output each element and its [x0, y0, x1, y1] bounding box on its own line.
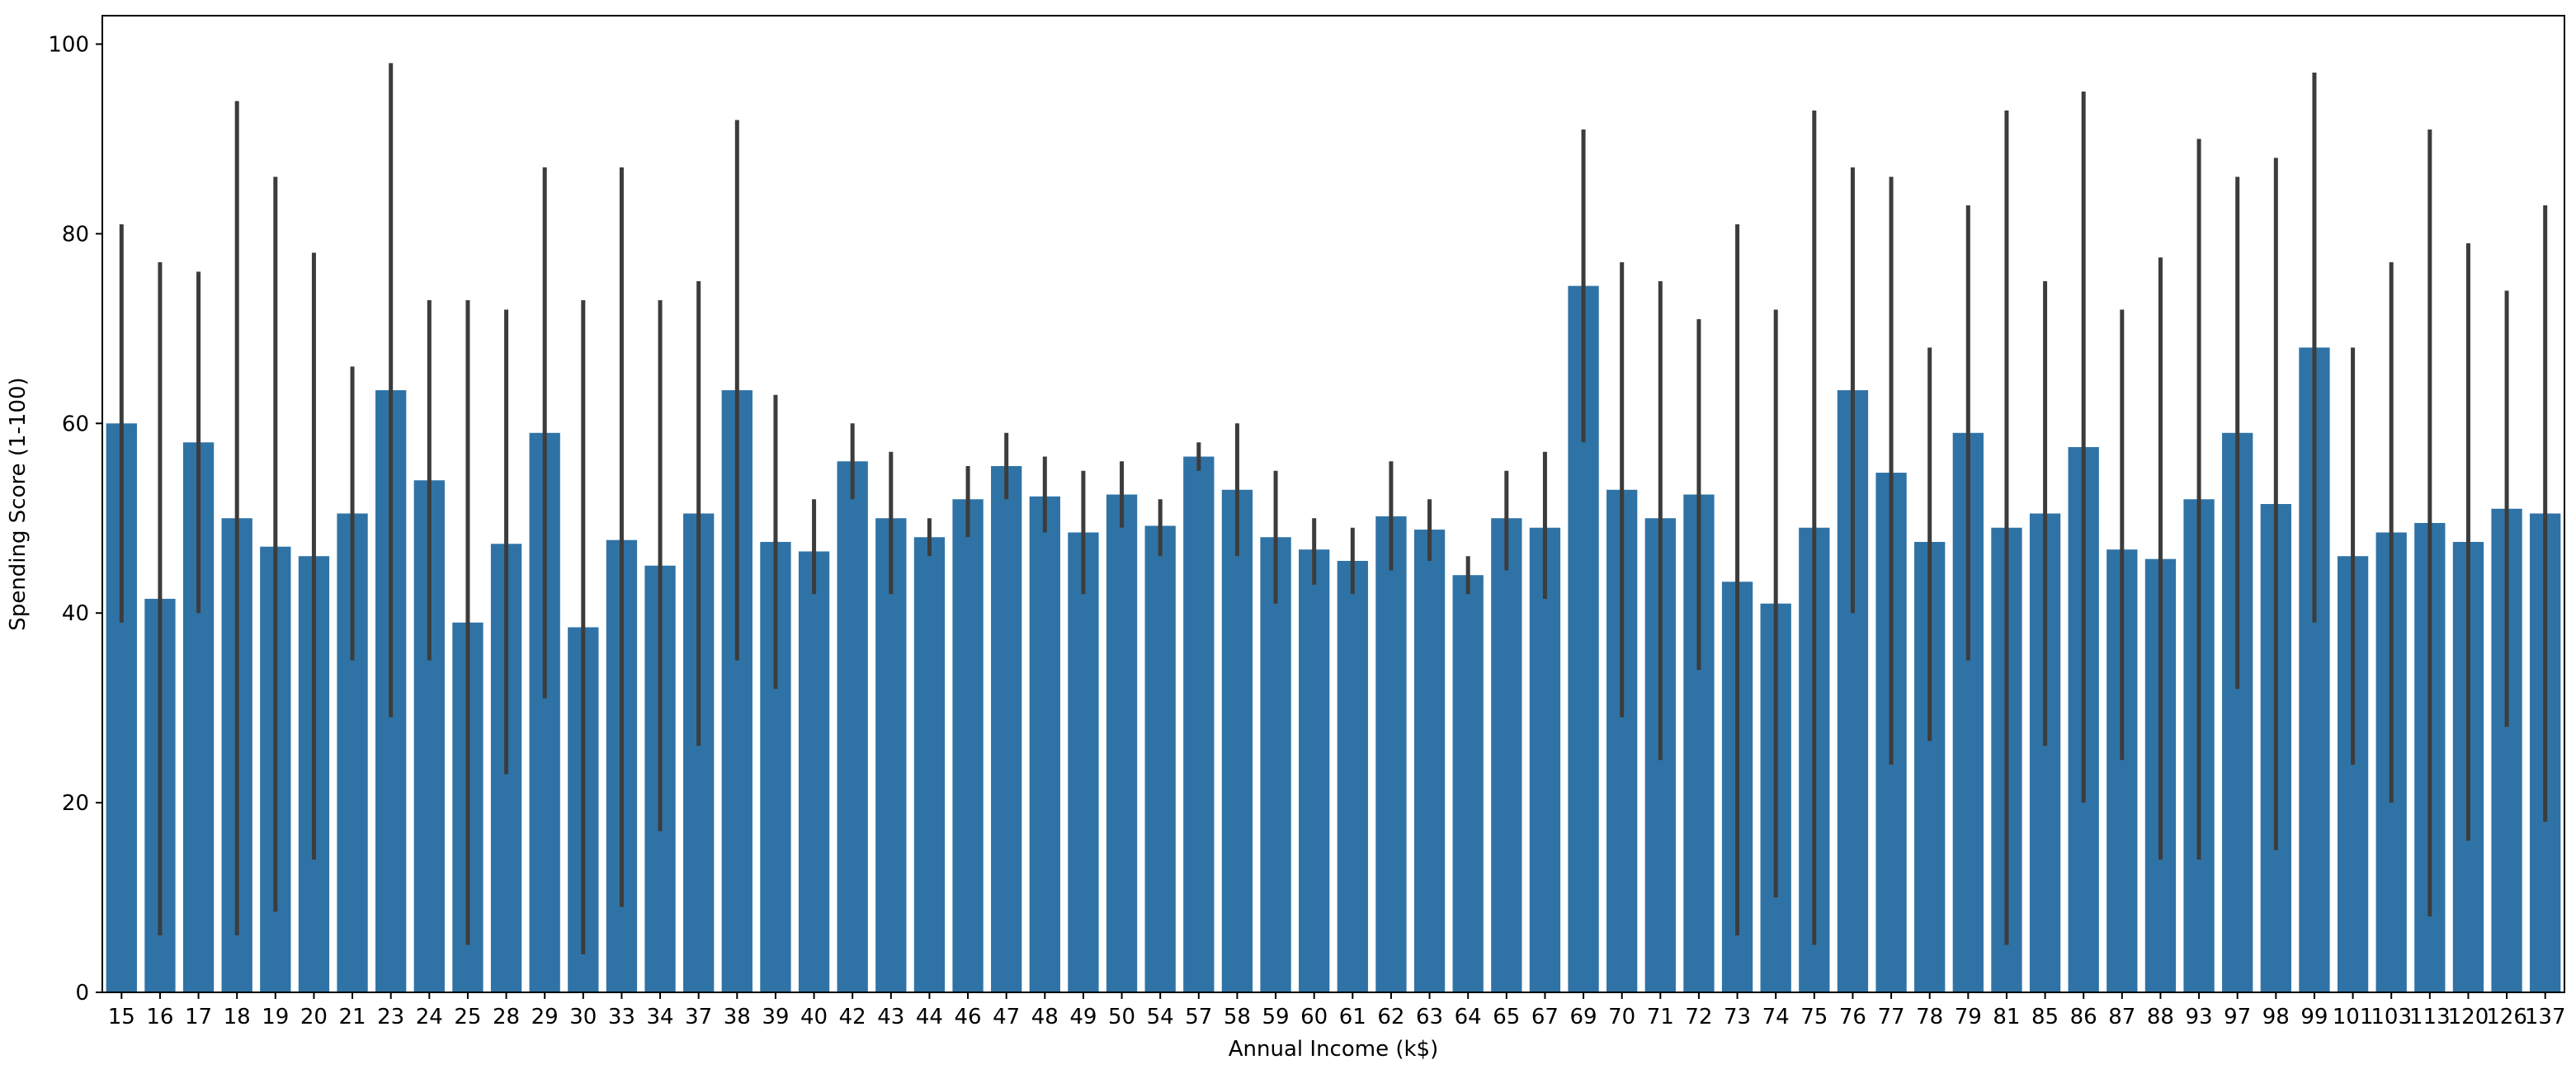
y-tick-label: 20 [62, 791, 89, 816]
y-tick-label: 0 [75, 981, 89, 1006]
x-tick-label: 88 [2147, 1005, 2174, 1029]
x-axis-ticks: 15 16 17 18 19 20 21 23 24 25 28 29 30 33 34 37 38 39 40 42… [108, 992, 2566, 1029]
x-tick-label: 93 [2186, 1005, 2213, 1029]
y-tick-label: 80 [62, 222, 89, 247]
x-tick-label: 44 [916, 1005, 943, 1029]
x-tick-label: 38 [724, 1005, 751, 1029]
x-tick-label: 101 [2333, 1005, 2374, 1029]
x-tick-label: 23 [377, 1005, 404, 1029]
x-tick-label: 72 [1685, 1005, 1712, 1029]
x-tick-label: 64 [1455, 1005, 1482, 1029]
x-tick-label: 50 [1108, 1005, 1135, 1029]
bar-50 [1106, 494, 1138, 992]
x-tick-label: 69 [1570, 1005, 1597, 1029]
bars-layer [106, 285, 2561, 993]
x-tick-label: 15 [108, 1005, 135, 1029]
x-tick-label: 24 [416, 1005, 443, 1029]
bar-44 [913, 537, 946, 992]
bar-46 [952, 499, 984, 992]
x-tick-label: 19 [262, 1005, 289, 1029]
x-tick-label: 103 [2371, 1005, 2412, 1029]
x-tick-label: 25 [454, 1005, 481, 1029]
x-tick-label: 47 [993, 1005, 1020, 1029]
x-tick-label: 16 [146, 1005, 173, 1029]
bar-54 [1144, 525, 1176, 992]
x-tick-label: 33 [608, 1005, 635, 1029]
bar-62 [1375, 516, 1407, 992]
x-tick-label: 63 [1416, 1005, 1443, 1029]
x-tick-label: 65 [1493, 1005, 1520, 1029]
bar-49 [1068, 532, 1099, 992]
y-tick-label: 40 [62, 601, 89, 626]
y-axis-ticks: 0 20 40 60 80 100 [48, 32, 102, 1006]
x-axis-label: Annual Income (k$) [1229, 1037, 1438, 1062]
x-tick-label: 54 [1147, 1005, 1174, 1029]
bar-63 [1413, 530, 1446, 992]
x-tick-label: 97 [2224, 1005, 2251, 1029]
bar-48 [1029, 496, 1060, 992]
x-tick-label: 18 [224, 1005, 251, 1029]
bar-58 [1221, 489, 1253, 992]
x-tick-label: 98 [2262, 1005, 2290, 1029]
bar-59 [1260, 537, 1291, 992]
x-tick-label: 28 [493, 1005, 520, 1029]
bar-40 [798, 551, 830, 992]
x-tick-label: 20 [300, 1005, 328, 1029]
x-tick-label: 113 [2409, 1005, 2451, 1029]
bar-67 [1529, 527, 1561, 992]
x-tick-label: 29 [531, 1005, 559, 1029]
x-tick-label: 57 [1185, 1005, 1212, 1029]
x-tick-label: 70 [1608, 1005, 1635, 1029]
x-tick-label: 48 [1031, 1005, 1059, 1029]
bar-65 [1491, 518, 1522, 992]
x-tick-label: 87 [2108, 1005, 2135, 1029]
x-tick-label: 30 [569, 1005, 597, 1029]
y-tick-label: 60 [62, 412, 89, 436]
x-tick-label: 75 [1800, 1005, 1828, 1029]
x-tick-label: 85 [2031, 1005, 2059, 1029]
x-tick-label: 43 [877, 1005, 904, 1029]
bar-61 [1337, 560, 1368, 992]
x-tick-label: 71 [1647, 1005, 1674, 1029]
x-tick-label: 61 [1339, 1005, 1366, 1029]
bar-60 [1299, 549, 1330, 992]
x-tick-label: 21 [339, 1005, 366, 1029]
bar-57 [1183, 456, 1215, 992]
x-tick-label: 81 [1993, 1005, 2020, 1029]
y-axis-label: Spending Score (1-100) [6, 377, 31, 630]
plot-frame [101, 15, 2565, 993]
x-tick-label: 58 [1224, 1005, 1251, 1029]
x-tick-label: 120 [2448, 1005, 2489, 1029]
x-tick-label: 49 [1069, 1005, 1097, 1029]
x-tick-label: 39 [762, 1005, 789, 1029]
x-tick-label: 78 [1916, 1005, 1943, 1029]
bar-42 [837, 461, 868, 992]
x-tick-label: 37 [685, 1005, 712, 1029]
bar-43 [875, 518, 907, 992]
x-tick-label: 73 [1724, 1005, 1751, 1029]
x-tick-label: 46 [955, 1005, 982, 1029]
x-tick-label: 42 [839, 1005, 866, 1029]
x-tick-label: 79 [1955, 1005, 1982, 1029]
x-tick-label: 137 [2525, 1005, 2566, 1029]
error-bars-layer [119, 63, 2548, 955]
bar-47 [991, 466, 1022, 992]
x-tick-label: 99 [2300, 1005, 2328, 1029]
x-tick-label: 17 [185, 1005, 212, 1029]
x-tick-label: 86 [2070, 1005, 2097, 1029]
x-tick-label: 76 [1839, 1005, 1866, 1029]
x-tick-label: 67 [1531, 1005, 1559, 1029]
x-tick-label: 77 [1878, 1005, 1905, 1029]
x-tick-label: 126 [2486, 1005, 2527, 1029]
x-tick-label: 60 [1300, 1005, 1328, 1029]
x-tick-label: 74 [1762, 1005, 1790, 1029]
x-tick-label: 59 [1262, 1005, 1290, 1029]
x-tick-label: 40 [800, 1005, 828, 1029]
x-tick-label: 62 [1377, 1005, 1404, 1029]
y-tick-label: 100 [48, 32, 89, 57]
bar-64 [1452, 575, 1484, 992]
x-tick-label: 34 [647, 1005, 674, 1029]
